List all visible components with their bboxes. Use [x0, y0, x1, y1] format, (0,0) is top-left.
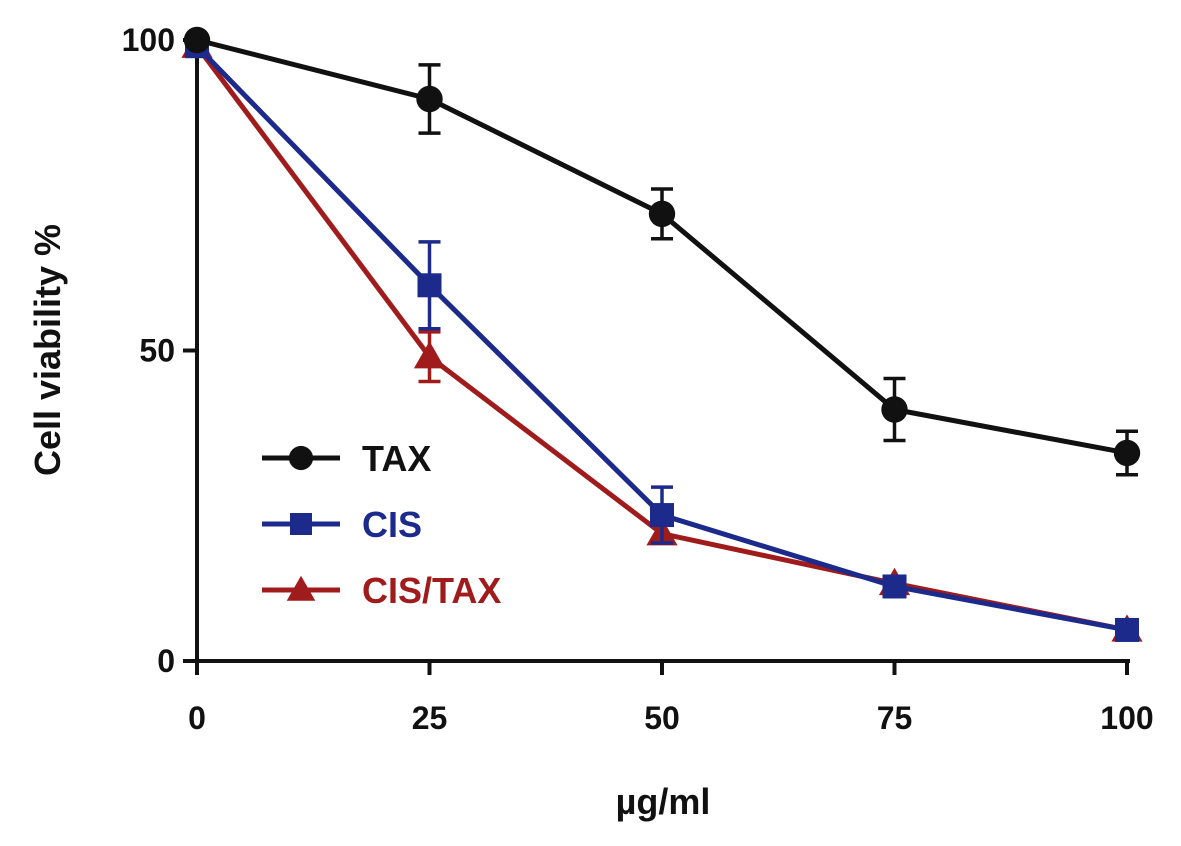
x-tick-label-0: 0	[188, 700, 206, 736]
point-tax-50	[648, 200, 676, 228]
series-line-tax	[196, 37, 1128, 456]
point-cis-25	[417, 273, 442, 298]
point-cis-50	[650, 503, 674, 528]
legend-item-tax: TAX	[262, 438, 431, 479]
series-layer	[181, 26, 1143, 642]
axes: 0 25 50 75 100 0 50 100	[122, 22, 1154, 736]
y-tick-label-0: 0	[157, 643, 175, 679]
x-tick-label-25: 25	[412, 700, 448, 736]
point-cis-tax-25	[413, 341, 446, 369]
x-tick-label-50: 50	[644, 700, 680, 736]
y-tick-label-100: 100	[122, 22, 175, 58]
legend-item-cis: CIS	[262, 504, 422, 545]
y-axis-title: Cell viability %	[27, 224, 68, 476]
legend-marker-tax	[288, 445, 314, 471]
series-tax	[183, 26, 1141, 477]
y-tick-label-50: 50	[139, 333, 175, 369]
point-tax-25	[416, 85, 443, 113]
series-cis	[185, 34, 1139, 642]
legend-label-cis-tax: CIS/TAX	[362, 570, 501, 611]
x-tick-label-75: 75	[877, 700, 913, 736]
point-cis-75	[882, 574, 907, 599]
legend-marker-cis-tax	[286, 575, 316, 601]
legend-item-cis-tax: CIS/TAX	[262, 570, 501, 611]
legend: TAX CIS CIS/TAX	[262, 438, 501, 611]
series-cis-tax	[181, 30, 1143, 642]
point-cis-100	[1115, 617, 1139, 642]
point-tax-0	[183, 26, 211, 54]
point-tax-100	[1113, 439, 1141, 467]
point-tax-75	[881, 396, 908, 423]
x-ticks: 0 25 50 75 100	[188, 661, 1154, 736]
legend-marker-cis	[290, 513, 312, 535]
x-axis-title: µg/ml	[616, 781, 711, 822]
y-ticks: 0 50 100	[122, 22, 197, 679]
x-tick-label-100: 100	[1100, 700, 1153, 736]
legend-label-cis: CIS	[362, 504, 422, 545]
legend-label-tax: TAX	[362, 438, 431, 479]
